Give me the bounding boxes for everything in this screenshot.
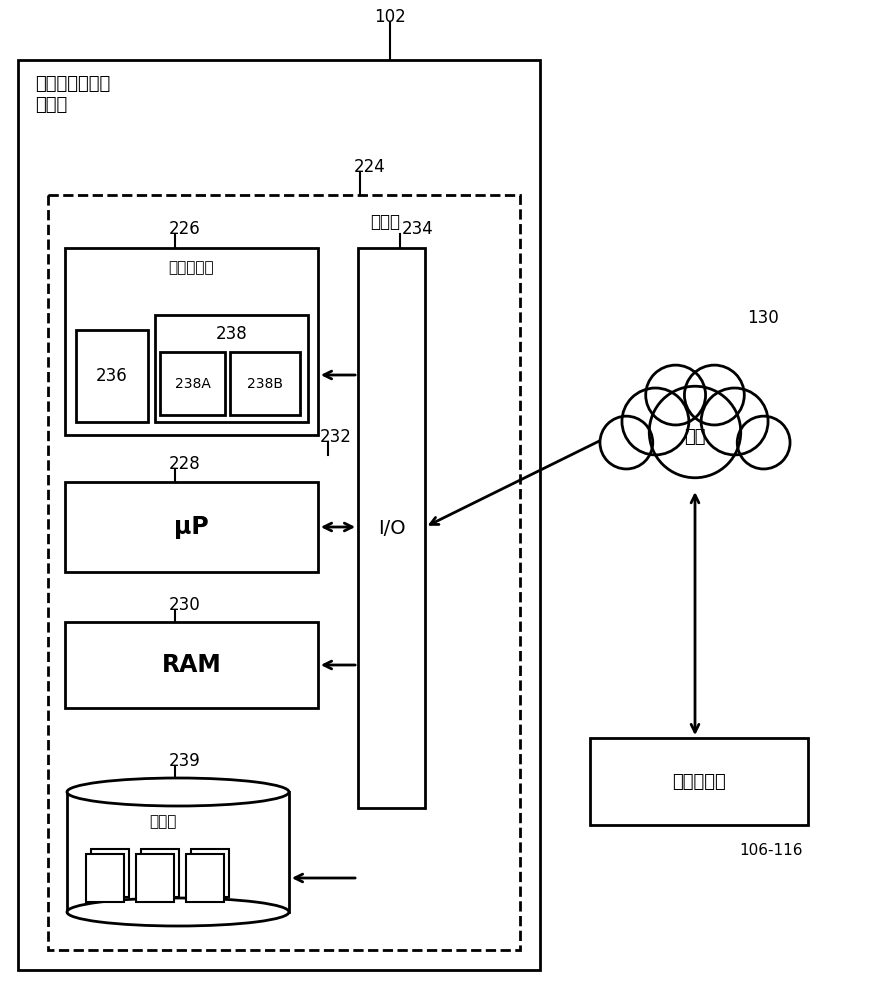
Polygon shape bbox=[18, 60, 540, 970]
Polygon shape bbox=[186, 854, 224, 902]
Text: 102: 102 bbox=[374, 8, 405, 26]
Text: 226: 226 bbox=[169, 220, 201, 238]
Text: I/O: I/O bbox=[378, 518, 405, 538]
Polygon shape bbox=[76, 330, 148, 422]
Text: 232: 232 bbox=[320, 428, 352, 446]
Polygon shape bbox=[155, 315, 308, 422]
Text: 224: 224 bbox=[354, 158, 386, 176]
Text: 238: 238 bbox=[215, 325, 248, 343]
Circle shape bbox=[600, 416, 653, 469]
Polygon shape bbox=[65, 482, 318, 572]
Text: 130: 130 bbox=[747, 309, 779, 327]
Text: 239: 239 bbox=[169, 752, 201, 770]
Polygon shape bbox=[65, 248, 318, 435]
Polygon shape bbox=[86, 854, 124, 902]
Text: 230: 230 bbox=[169, 596, 201, 614]
Polygon shape bbox=[191, 849, 229, 897]
Polygon shape bbox=[65, 622, 318, 708]
Text: 药物和剂量决策
服务器: 药物和剂量决策 服务器 bbox=[35, 75, 110, 114]
Text: 234: 234 bbox=[402, 220, 434, 238]
Polygon shape bbox=[136, 854, 174, 902]
Circle shape bbox=[646, 365, 705, 425]
Text: 数据库: 数据库 bbox=[149, 814, 177, 829]
Ellipse shape bbox=[67, 898, 289, 926]
Text: μP: μP bbox=[174, 515, 209, 539]
Polygon shape bbox=[91, 849, 129, 897]
Text: 106-116: 106-116 bbox=[739, 843, 803, 858]
Polygon shape bbox=[590, 738, 808, 825]
Text: 客户端装置: 客户端装置 bbox=[672, 772, 726, 790]
Circle shape bbox=[622, 388, 689, 455]
Polygon shape bbox=[160, 352, 225, 415]
Text: 网络: 网络 bbox=[685, 428, 705, 446]
Text: 238A: 238A bbox=[174, 376, 210, 390]
Polygon shape bbox=[230, 352, 300, 415]
Text: 控制器: 控制器 bbox=[370, 213, 400, 231]
Text: 238B: 238B bbox=[247, 376, 283, 390]
Polygon shape bbox=[141, 849, 179, 897]
Text: RAM: RAM bbox=[161, 653, 221, 677]
Circle shape bbox=[701, 388, 768, 455]
Circle shape bbox=[737, 416, 790, 469]
Circle shape bbox=[685, 365, 745, 425]
Text: 228: 228 bbox=[169, 455, 201, 473]
Polygon shape bbox=[358, 248, 425, 808]
Circle shape bbox=[650, 386, 740, 478]
Text: 236: 236 bbox=[96, 367, 128, 385]
Polygon shape bbox=[67, 792, 289, 912]
Polygon shape bbox=[48, 195, 520, 950]
Text: 程序存储器: 程序存储器 bbox=[168, 260, 215, 275]
Ellipse shape bbox=[67, 778, 289, 806]
